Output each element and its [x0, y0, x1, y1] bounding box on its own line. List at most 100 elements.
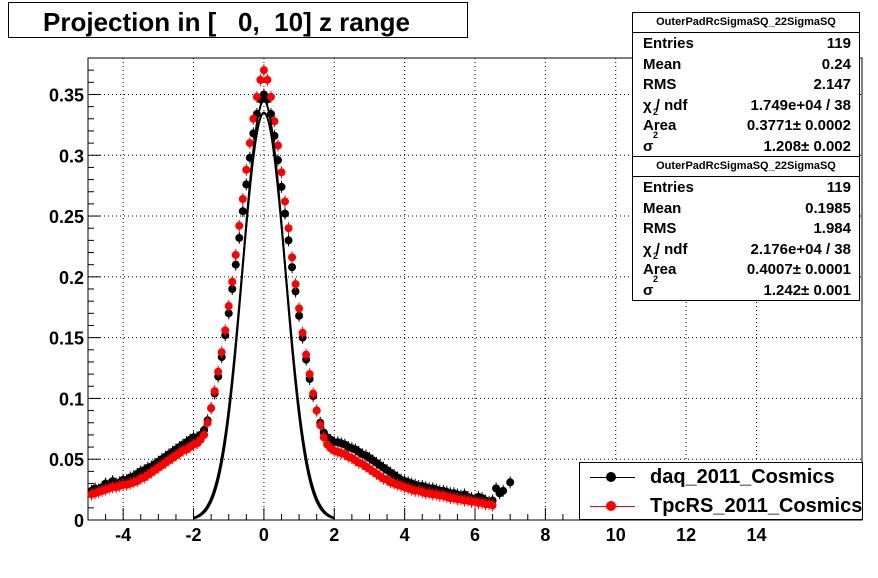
data-point-tpcrs	[295, 304, 304, 313]
fit-curve-daq	[193, 111, 335, 519]
stats-subscript: 2	[653, 273, 659, 284]
x-tick-label: -4	[115, 525, 131, 545]
data-point-tpcrs	[302, 350, 311, 359]
x-tick-label: 14	[746, 525, 766, 545]
data-point-daq	[242, 180, 251, 189]
stats-box-daq: OuterPadRcSigmaSQ_22SigmaSQ Entries 119 M…	[632, 12, 860, 157]
x-tick-label: 0	[259, 525, 269, 545]
stats-key: χ / ndf	[643, 96, 688, 114]
stats-row-chi2: χ / ndf 2 1.749e+04 / 38	[633, 95, 859, 117]
data-point-tpcrs	[238, 195, 247, 204]
y-tick-label: 0.15	[49, 329, 84, 349]
stats-row-entries: Entries 119	[633, 177, 859, 198]
legend-marker-daq	[606, 472, 616, 482]
stats-value: 119	[826, 179, 851, 196]
chart-title: Projection in [ 0, 10] z range	[43, 7, 410, 37]
data-point-daq	[506, 478, 515, 487]
data-point-daq	[499, 486, 508, 495]
stats-row-sigma: σ 2 1.242± 0.001	[633, 274, 859, 301]
data-point-tpcrs	[298, 328, 307, 337]
data-point-tpcrs	[231, 250, 240, 259]
y-tick-label: 0.2	[59, 268, 84, 288]
stats-key: Mean	[643, 55, 682, 73]
data-point-daq	[291, 287, 300, 296]
legend-label-tpcrs: TpcRS_2011_Cosmics	[650, 495, 863, 517]
y-tick-label: 0.05	[49, 450, 84, 470]
stats-value: 0.1985	[805, 199, 851, 217]
data-point-tpcrs	[249, 114, 258, 123]
data-point-tpcrs	[235, 221, 244, 230]
stats-key: Mean	[643, 199, 682, 217]
fit-curve-tpcrs	[193, 99, 335, 520]
data-point-tpcrs	[291, 280, 300, 289]
stats-value: 0.4007± 0.0001	[746, 261, 851, 278]
x-tick-label: 2	[329, 525, 339, 545]
stats-key: Entries	[643, 35, 694, 52]
x-tick-label: 12	[676, 525, 696, 545]
stats-key: Area	[643, 261, 677, 278]
data-point-tpcrs	[245, 139, 254, 148]
stats-row-chi2: χ / ndf 2 2.176e+04 / 38	[633, 239, 859, 261]
stats-value: 1.208± 0.002	[763, 137, 851, 155]
data-point-tpcrs	[316, 421, 325, 430]
data-point-tpcrs	[210, 387, 219, 396]
x-tick-label: 6	[470, 525, 480, 545]
data-point-tpcrs	[217, 348, 226, 357]
x-tick-label: 10	[606, 525, 626, 545]
legend-marker-tpcrs	[606, 501, 616, 511]
stats-key: RMS	[643, 220, 677, 237]
data-point-tpcrs	[263, 75, 272, 84]
stats-key: RMS	[643, 76, 677, 93]
data-point-tpcrs	[488, 501, 497, 510]
data-point-tpcrs	[305, 370, 314, 379]
stats-key: Entries	[643, 179, 694, 196]
data-point-tpcrs	[309, 389, 318, 398]
stats-row-mean: Mean 0.1985	[633, 198, 859, 219]
stats-row-sigma: σ 2 1.208± 0.002	[633, 130, 859, 157]
stats-subscript: 2	[653, 106, 659, 117]
stats-key: Area	[643, 117, 677, 134]
stats-value: 0.24	[821, 55, 851, 73]
data-point-daq	[277, 182, 286, 191]
stats-value: 1.984	[813, 220, 851, 237]
stats-value: 2.176e+04 / 38	[750, 240, 851, 258]
data-point-tpcrs	[270, 117, 279, 126]
stats-row-mean: Mean 0.24	[633, 54, 859, 75]
data-point-daq	[288, 263, 297, 272]
stats-header: OuterPadRcSigmaSQ_22SigmaSQ	[633, 13, 859, 33]
stats-key: σ	[643, 137, 654, 155]
data-point-tpcrs	[259, 66, 268, 75]
stats-header: OuterPadRcSigmaSQ_22SigmaSQ	[633, 157, 859, 177]
y-tick-label: 0.3	[59, 146, 84, 166]
chart-title-box: Projection in [ 0, 10] z range	[8, 2, 468, 38]
data-point-tpcrs	[256, 75, 265, 84]
data-point-daq	[281, 209, 290, 218]
data-point-tpcrs	[207, 404, 216, 413]
stats-key: σ	[643, 281, 654, 299]
stats-value: 2.147	[813, 76, 851, 93]
data-point-tpcrs	[319, 433, 328, 442]
stats-row-rms: RMS 1.984	[633, 218, 859, 239]
data-point-tpcrs	[242, 165, 251, 174]
data-point-tpcrs	[252, 92, 261, 101]
x-tick-label: 8	[540, 525, 550, 545]
stats-subscript: 2	[653, 129, 659, 140]
stats-value: 0.3771± 0.0002	[746, 117, 851, 134]
data-point-tpcrs	[203, 418, 212, 427]
data-point-daq	[235, 233, 244, 242]
data-point-tpcrs	[266, 92, 275, 101]
stats-key: χ / ndf	[643, 240, 688, 258]
data-point-tpcrs	[214, 367, 223, 376]
y-tick-label: 0.35	[49, 85, 84, 105]
legend-item-tpcrs: TpcRS_2011_Cosmics	[580, 492, 862, 521]
y-tick-label: 0.25	[49, 207, 84, 227]
data-point-daq	[284, 236, 293, 245]
data-point-daq	[228, 285, 237, 293]
y-tick-label: 0	[74, 511, 84, 531]
data-point-tpcrs	[281, 197, 290, 206]
data-point-tpcrs	[200, 430, 209, 439]
stats-row-rms: RMS 2.147	[633, 74, 859, 95]
data-point-tpcrs	[224, 302, 233, 311]
legend-label-daq: daq_2011_Cosmics	[650, 466, 835, 488]
stats-value: 1.242± 0.001	[763, 281, 851, 299]
